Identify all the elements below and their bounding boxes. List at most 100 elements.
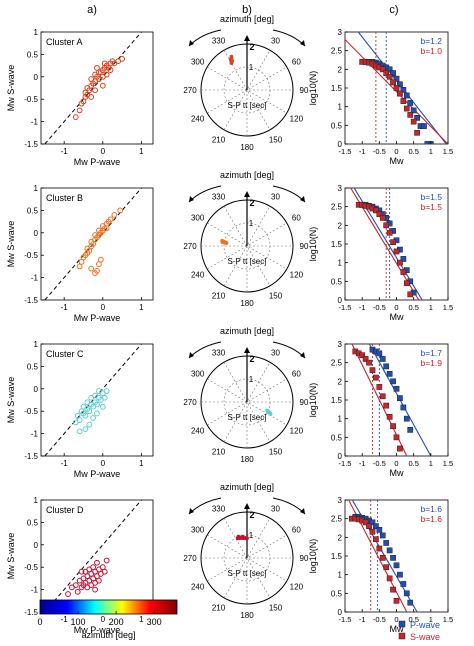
- angle-tick-label: 210: [212, 135, 226, 144]
- x-tick-label: 0: [394, 459, 398, 468]
- fmd-point: [393, 75, 400, 82]
- radial-tick-label: 2: [249, 42, 254, 52]
- b-value-label: b=1.6: [420, 514, 442, 524]
- y-tick-label: 0.5: [27, 206, 39, 215]
- panel-c-row-4: b=1.6b=1.6 -1.5 -1 -0.5 0 0.5 1 1.5 0 0.5 1 1.5 2 2.5…: [308, 496, 453, 634]
- data-point: [88, 94, 95, 100]
- x-axis-label: Mw P-wave: [74, 625, 121, 635]
- data-point: [88, 265, 95, 272]
- data-point: [94, 401, 100, 408]
- y-tick-label: 0: [338, 452, 343, 461]
- fmd-point: [390, 555, 396, 561]
- angle-tick-label: 150: [269, 291, 283, 300]
- y-tick-label: 0: [34, 229, 39, 238]
- data-point: [72, 582, 79, 589]
- data-point: [107, 216, 114, 223]
- angle-tick-label: 330: [212, 193, 226, 202]
- y-tick-label: -1.5: [24, 140, 38, 149]
- reference-line: [44, 343, 142, 457]
- fmd-point: [386, 229, 393, 236]
- plot-area: [348, 500, 418, 612]
- data-point: [94, 64, 100, 71]
- plot-area: [350, 188, 423, 300]
- cluster-label: Cluster D: [46, 505, 84, 515]
- angle-tick-label: 270: [183, 86, 197, 95]
- polar-point: [220, 240, 225, 245]
- y-tick-label: 0.5: [331, 277, 343, 286]
- b-value-label: b=1.6: [420, 504, 442, 514]
- arrow-head: [300, 352, 305, 358]
- x-tick-label: 0: [101, 459, 106, 468]
- data-point: [86, 408, 93, 415]
- y-axis-label: Mw S-wave: [6, 377, 16, 424]
- radial-tick-label: 1: [249, 375, 254, 384]
- data-point: [107, 67, 114, 73]
- cluster-label: Cluster A: [46, 37, 83, 47]
- x-tick-label: 0: [394, 615, 398, 624]
- fmd-point: [403, 280, 410, 287]
- fmd-point: [400, 256, 407, 262]
- angle-tick-label: 150: [269, 447, 283, 456]
- fmd-point: [400, 404, 407, 411]
- data-point: [94, 410, 100, 417]
- angle-tick-label: 300: [191, 526, 205, 535]
- fmd-point: [400, 98, 407, 104]
- angle-tick-label: 300: [191, 214, 205, 223]
- fmd-point: [393, 597, 400, 604]
- fmd-point: [390, 79, 396, 86]
- x-tick-label: -1.5: [339, 147, 352, 156]
- radial-tick-label: 2: [249, 354, 254, 364]
- y-axis-label: Mw S-wave: [6, 221, 16, 268]
- y-tick-label: 3: [338, 340, 343, 349]
- fmd-point: [379, 356, 386, 362]
- data-point: [99, 403, 106, 410]
- x-tick-label: 1: [429, 303, 433, 312]
- angle-tick-label: 300: [191, 58, 205, 67]
- y-tick-label: -0.5: [24, 407, 38, 416]
- x-tick-label: 0.5: [408, 615, 418, 624]
- angle-tick-label: 330: [212, 505, 226, 514]
- fmd-point: [373, 207, 379, 214]
- x-tick-label: 0: [101, 615, 106, 624]
- x-tick-label: -0.5: [373, 147, 386, 156]
- legend: P-wave S-wave: [398, 620, 440, 642]
- radial-tick-label: 1: [249, 63, 254, 72]
- panel-a-row-2: -1 0 1 -1.5 -1 -0.5 0 0.5 1 Cluster B Mw P-wave Mw …: [6, 184, 154, 323]
- panel-b-row-3: azimuth [deg] 2 1 S-P tt [sec] 30 60 90 120 150 1…: [183, 326, 309, 464]
- y-tick-label: -1: [31, 118, 39, 127]
- radial-tick-label: 2: [249, 510, 254, 520]
- y-tick-label: 1: [34, 496, 39, 505]
- fmd-point: [373, 374, 379, 381]
- data-point: [92, 586, 98, 593]
- fmd-point: [386, 413, 393, 420]
- legend-label: S-wave: [410, 632, 440, 642]
- y-axis-label: Mw S-wave: [6, 65, 16, 112]
- fmd-point: [393, 85, 400, 91]
- fmd-point: [376, 350, 383, 357]
- fmd-point: [407, 427, 414, 433]
- fmd-point: [403, 92, 410, 99]
- y-tick-label: 3: [338, 184, 343, 193]
- fmd-point: [393, 434, 400, 441]
- x-axis-label: Mw: [390, 156, 404, 166]
- polar-point: [229, 54, 234, 59]
- y-tick-label: 1.5: [331, 552, 343, 561]
- y-tick-label: 1: [338, 415, 343, 424]
- angle-tick-label: 270: [183, 242, 197, 251]
- y-tick-label: 0.5: [331, 589, 343, 598]
- angle-tick-label: 330: [212, 349, 226, 358]
- angle-tick-label: 120: [290, 583, 304, 592]
- data-point: [111, 211, 118, 218]
- radial-tick-label: 1: [249, 531, 254, 540]
- fmd-point: [369, 519, 376, 526]
- y-tick-label: 0.5: [331, 121, 343, 130]
- x-tick-label: 1: [429, 147, 433, 156]
- polar-title: azimuth [deg]: [220, 14, 274, 24]
- y-tick-label: 2: [338, 65, 343, 74]
- data-point: [82, 426, 89, 433]
- cluster-label: Cluster C: [46, 349, 84, 359]
- y-tick-label: 3: [338, 496, 343, 505]
- x-tick-label: 1: [139, 459, 144, 468]
- fmd-point: [393, 562, 400, 569]
- plot-frame: [40, 343, 154, 457]
